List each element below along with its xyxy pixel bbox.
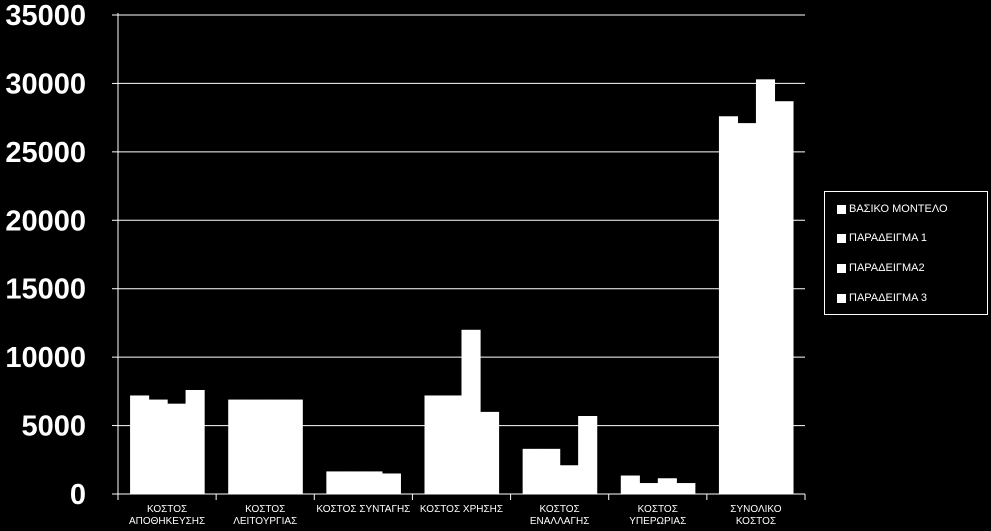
x-tick-label: ΚΟΣΤΟΣ xyxy=(540,504,580,515)
bar xyxy=(363,471,383,494)
y-tick-label: 25000 xyxy=(5,137,86,169)
y-tick-label: 15000 xyxy=(5,274,86,306)
y-tick-label: 5000 xyxy=(21,411,86,443)
axes xyxy=(112,13,806,500)
bar xyxy=(265,399,285,494)
bar xyxy=(657,478,677,494)
legend-label: ΠΑΡΑΔΕΙΓΜΑ 1 xyxy=(849,232,928,244)
bar xyxy=(774,101,794,494)
legend-label: ΠΑΡΑΔΕΙΓΜΑ 3 xyxy=(849,292,928,304)
bar xyxy=(718,116,739,494)
x-tick-label: ΚΟΣΤΟΣ xyxy=(638,504,678,515)
y-axis-ticks: 0 5000 10000 15000 20000 25000 30000 35000 xyxy=(5,0,86,511)
legend-item: ΒΑΣΙΚΟ ΜΟΝΤΕΛΟ xyxy=(837,201,948,217)
legend-label: ΠΑΡΑΔΕΙΓΜΑ2 xyxy=(849,262,925,274)
bar xyxy=(381,473,401,494)
bars xyxy=(130,79,794,495)
bar xyxy=(461,329,481,494)
bar xyxy=(755,79,776,494)
bar xyxy=(522,448,542,494)
y-tick-label: 30000 xyxy=(5,68,86,100)
legend-item: ΠΑΡΑΔΕΙΓΜΑ 1 xyxy=(837,230,927,246)
bar xyxy=(620,475,640,494)
x-tick-label: ΚΟΣΤΟΣ xyxy=(736,516,776,527)
bar xyxy=(167,403,187,494)
bar xyxy=(541,448,561,494)
legend-swatch xyxy=(837,204,846,214)
bar xyxy=(578,415,598,494)
legend-swatch xyxy=(837,233,846,243)
bar xyxy=(130,395,150,494)
bar xyxy=(228,399,248,494)
x-tick-label: ΚΟΣΤΟΣ ΣΥΝΤΑΓΗΣ xyxy=(316,504,410,515)
x-tick-label: ΕΝΑΛΛΑΓΗΣ xyxy=(530,516,590,527)
bar xyxy=(246,399,266,494)
bar xyxy=(326,471,346,494)
bar xyxy=(737,123,757,495)
bar xyxy=(424,395,444,494)
bar xyxy=(283,399,303,494)
bar xyxy=(344,471,364,494)
x-tick-label: ΑΠΟΘΗΚΕΥΣΗΣ xyxy=(129,516,205,527)
y-tick-label: 0 xyxy=(70,479,86,511)
y-tick-label: 20000 xyxy=(5,205,86,237)
y-tick-label: 10000 xyxy=(5,342,86,374)
bar xyxy=(559,465,579,494)
legend-swatch xyxy=(837,263,846,273)
bar xyxy=(185,389,205,494)
bar xyxy=(480,411,500,494)
x-tick-label: ΚΟΣΤΟΣ xyxy=(245,504,285,515)
bar xyxy=(443,395,463,494)
legend-label: ΒΑΣΙΚΟ ΜΟΝΤΕΛΟ xyxy=(849,203,948,215)
bar xyxy=(676,483,696,494)
x-tick-label: ΚΟΣΤΟΣ xyxy=(147,504,187,515)
legend-item: ΠΑΡΑΔΕΙΓΜΑ2 xyxy=(837,260,925,276)
x-tick-label: ΣΥΝΟΛΙΚΟ xyxy=(730,504,781,515)
x-axis-ticks: ΚΟΣΤΟΣΑΠΟΘΗΚΕΥΣΗΣΚΟΣΤΟΣΛΕΙΤΟΥΡΓΙΑΣΚΟΣΤΟΣ… xyxy=(129,504,782,527)
bar xyxy=(148,399,168,494)
legend: ΒΑΣΙΚΟ ΜΟΝΤΕΛΟ ΠΑΡΑΔΕΙΓΜΑ 1 ΠΑΡΑΔΕΙΓΜΑ2 … xyxy=(824,191,988,315)
y-tick-label: 35000 xyxy=(5,0,86,32)
x-tick-label: ΥΠΕΡΩΡΙΑΣ xyxy=(629,516,686,527)
legend-item: ΠΑΡΑΔΕΙΓΜΑ 3 xyxy=(837,290,927,306)
x-tick-label: ΚΟΣΤΟΣ ΧΡΗΣΗΣ xyxy=(420,504,503,515)
x-tick-label: ΛΕΙΤΟΥΡΓΙΑΣ xyxy=(233,516,297,527)
legend-swatch xyxy=(837,293,846,303)
grid-lines xyxy=(118,14,805,427)
bar xyxy=(639,483,659,494)
